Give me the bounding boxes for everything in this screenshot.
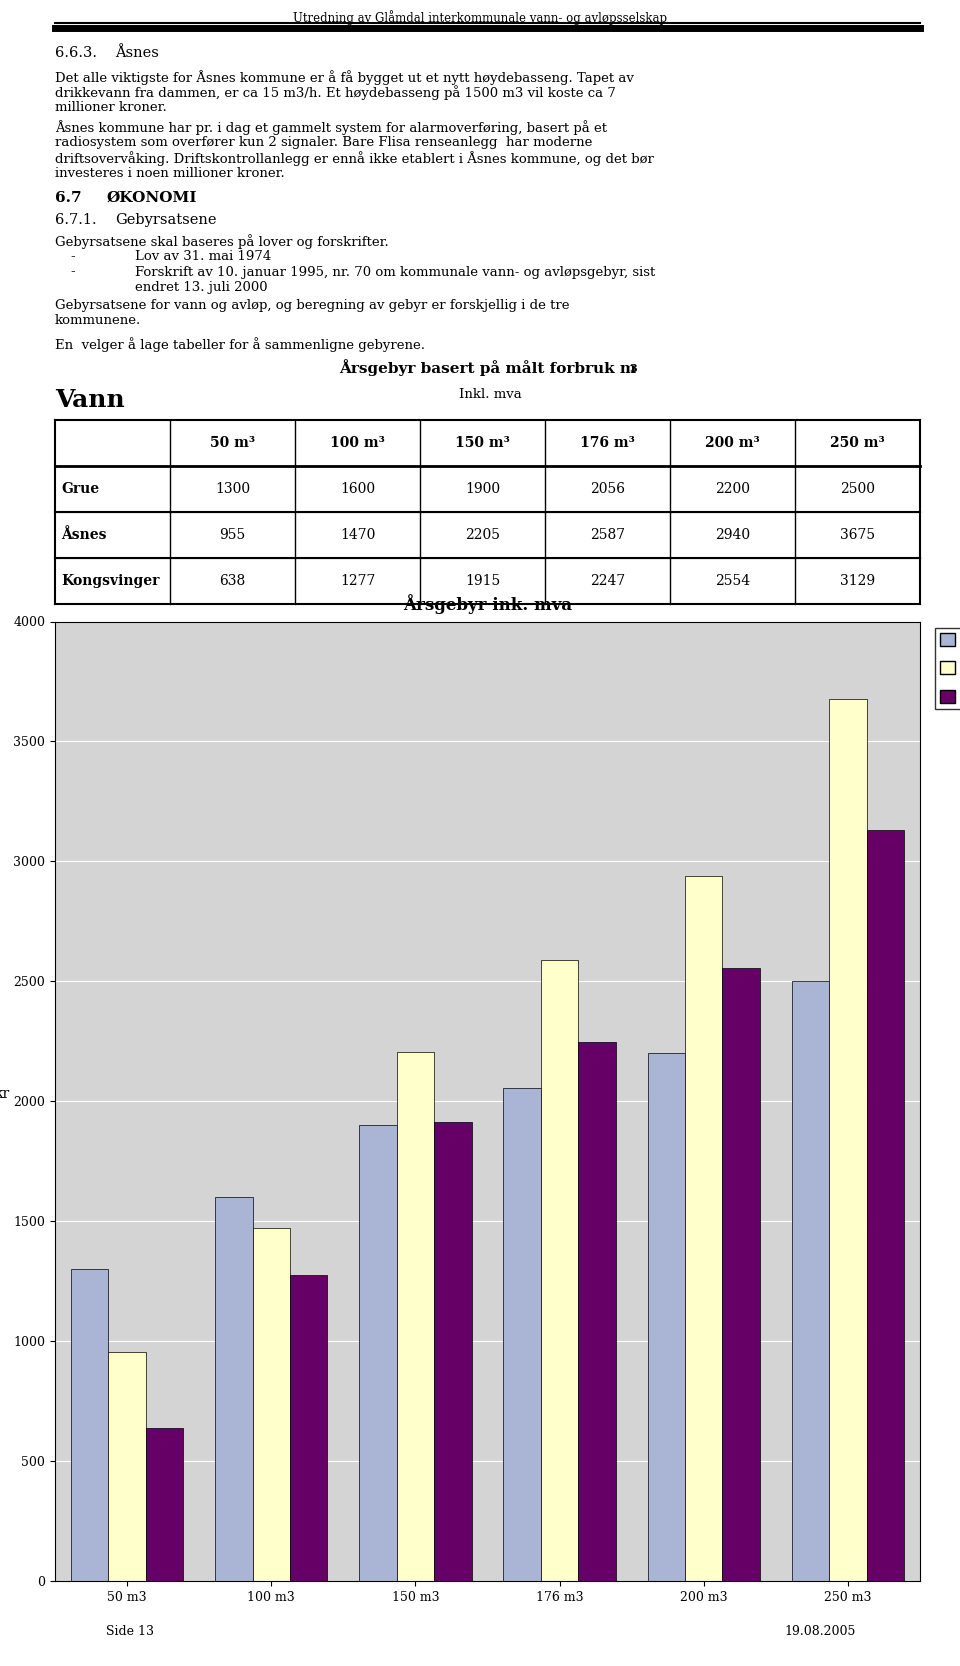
Text: 50 m³: 50 m³ (210, 435, 255, 450)
Bar (578, 1041, 615, 1581)
Text: ØKONOMI: ØKONOMI (107, 190, 198, 205)
Y-axis label: kr: kr (0, 1088, 10, 1101)
Text: driftsovervåking. Driftskontrollanlegg er ennå ikke etablert i Åsnes kommune, og: driftsovervåking. Driftskontrollanlegg e… (55, 152, 654, 167)
Text: Forskrift av 10. januar 1995, nr. 70 om kommunale vann- og avløpsgebyr, sist: Forskrift av 10. januar 1995, nr. 70 om … (135, 265, 656, 278)
Text: 150 m³: 150 m³ (455, 435, 510, 450)
Text: 2587: 2587 (590, 528, 625, 541)
Text: Gebyrsatsene: Gebyrsatsene (115, 213, 217, 227)
Text: kommunene.: kommunene. (55, 313, 141, 327)
Text: 1900: 1900 (465, 481, 500, 495)
Text: 1300: 1300 (215, 481, 250, 495)
Bar (685, 876, 723, 1581)
Text: Åsnes: Åsnes (115, 47, 158, 60)
Text: Inkl. mva: Inkl. mva (459, 388, 521, 400)
Text: radiosystem som overfører kun 2 signaler. Bare Flisa renseanlegg  har moderne: radiosystem som overfører kun 2 signaler… (55, 137, 592, 148)
Text: 1470: 1470 (340, 528, 375, 541)
Text: Gebyrsatsene for vann og avløp, og beregning av gebyr er forskjellig i de tre: Gebyrsatsene for vann og avløp, og bereg… (55, 298, 569, 312)
Text: Side 13: Side 13 (106, 1624, 154, 1638)
Bar (290, 1274, 327, 1581)
Text: 2500: 2500 (840, 481, 875, 495)
Text: endret 13. juli 2000: endret 13. juli 2000 (135, 282, 268, 293)
Text: 2205: 2205 (465, 528, 500, 541)
Legend: Grue, Åsnes, Kongsvinger: Grue, Åsnes, Kongsvinger (935, 628, 960, 708)
Text: Det alle viktigste for Åsnes kommune er å få bygget ut et nytt høydebasseng. Tap: Det alle viktigste for Åsnes kommune er … (55, 70, 634, 85)
Bar (434, 1121, 471, 1581)
Text: Årsgebyr basert på målt forbruk m: Årsgebyr basert på målt forbruk m (339, 360, 636, 377)
Text: 6.7: 6.7 (55, 190, 82, 205)
Text: 3675: 3675 (840, 528, 876, 541)
Bar (648, 1053, 685, 1581)
Text: 2940: 2940 (715, 528, 750, 541)
Text: 3: 3 (630, 363, 637, 373)
Text: Lov av 31. mai 1974: Lov av 31. mai 1974 (135, 250, 272, 263)
Text: drikkevann fra dammen, er ca 15 m3/h. Et høydebasseng på 1500 m3 vil koste ca 7: drikkevann fra dammen, er ca 15 m3/h. Et… (55, 85, 616, 100)
Text: -: - (70, 250, 75, 263)
Bar (71, 1269, 108, 1581)
Text: 2247: 2247 (589, 573, 625, 588)
Text: 6.7.1.: 6.7.1. (55, 213, 97, 227)
Text: 176 m³: 176 m³ (580, 435, 635, 450)
Bar (792, 981, 829, 1581)
Text: -: - (70, 265, 75, 278)
Text: 200 m³: 200 m³ (706, 435, 759, 450)
Bar (396, 1051, 434, 1581)
Text: 6.6.3.: 6.6.3. (55, 47, 97, 60)
Text: 3129: 3129 (840, 573, 876, 588)
Text: Utredning av Glåmdal interkommunale vann- og avløpsselskap: Utredning av Glåmdal interkommunale vann… (293, 10, 667, 25)
Text: millioner kroner.: millioner kroner. (55, 102, 167, 113)
Text: 2200: 2200 (715, 481, 750, 495)
Text: 2554: 2554 (715, 573, 750, 588)
Title: Årsgebyr ink. mva: Årsgebyr ink. mva (403, 595, 572, 615)
Text: 638: 638 (220, 573, 246, 588)
Text: Kongsvinger: Kongsvinger (61, 573, 159, 588)
Bar (503, 1088, 540, 1581)
Bar (108, 1351, 146, 1581)
Bar (867, 830, 904, 1581)
Bar (146, 1428, 183, 1581)
Text: 19.08.2005: 19.08.2005 (784, 1624, 855, 1638)
Text: 2056: 2056 (590, 481, 625, 495)
Bar (215, 1198, 252, 1581)
Text: Grue: Grue (61, 481, 99, 495)
Text: Åsnes: Åsnes (61, 528, 107, 541)
Bar (723, 968, 760, 1581)
Text: 250 m³: 250 m³ (830, 435, 885, 450)
Text: 100 m³: 100 m³ (330, 435, 385, 450)
Text: En  velger å lage tabeller for å sammenligne gebyrene.: En velger å lage tabeller for å sammenli… (55, 338, 425, 353)
Text: 1915: 1915 (465, 573, 500, 588)
Text: Vann: Vann (55, 388, 125, 412)
Text: 955: 955 (220, 528, 246, 541)
Text: 1600: 1600 (340, 481, 375, 495)
Text: 1277: 1277 (340, 573, 375, 588)
Bar (540, 960, 578, 1581)
Bar (829, 700, 867, 1581)
Text: investeres i noen millioner kroner.: investeres i noen millioner kroner. (55, 167, 285, 180)
Text: Åsnes kommune har pr. i dag et gammelt system for alarmoverføring, basert på et: Åsnes kommune har pr. i dag et gammelt s… (55, 120, 607, 135)
Bar (252, 1228, 290, 1581)
Text: Gebyrsatsene skal baseres på lover og forskrifter.: Gebyrsatsene skal baseres på lover og fo… (55, 235, 389, 250)
Bar (359, 1125, 396, 1581)
